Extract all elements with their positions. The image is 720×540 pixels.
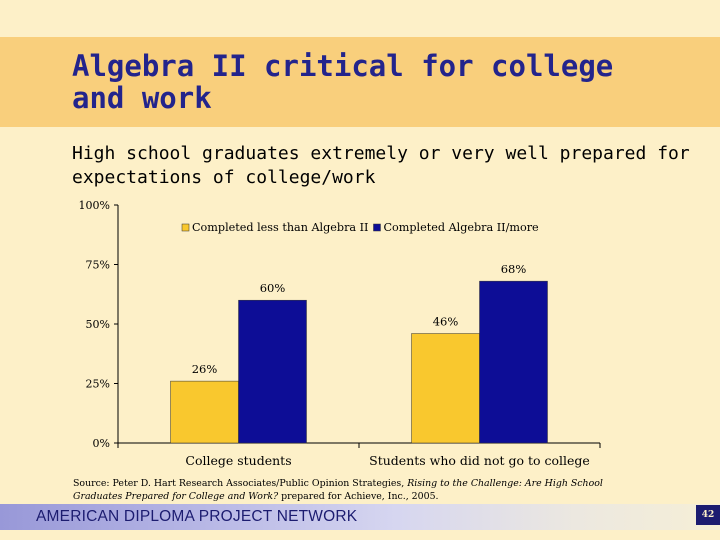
bar-chart: 0% 25% 50% 75% 100% College students Students… (79, 199, 601, 468)
slide-title: Algebra II critical for college and work (72, 49, 614, 115)
x-axis: College students Students who did not go … (117, 442, 601, 468)
legend-label: Completed less than Algebra II (192, 221, 368, 234)
legend-label: Completed Algebra II/more (383, 221, 539, 234)
y-tick-label: 25% (86, 378, 110, 391)
top-band (0, 0, 720, 37)
x-tick-label: College students (185, 453, 291, 468)
bar (479, 280, 548, 444)
bars: 26% 46% 60% 68% (170, 262, 548, 444)
source-prefix: Source: Peter D. Hart Research Associate… (73, 478, 408, 489)
data-label: 46% (433, 315, 459, 329)
bar (411, 333, 480, 444)
y-axis: 0% 25% 50% 75% 100% (79, 199, 119, 450)
y-tick-label: 0% (93, 437, 110, 450)
legend-swatch (181, 223, 190, 232)
bar (238, 299, 307, 444)
source-title: Rising to the Challenge: Are High School… (73, 478, 603, 502)
legend-swatch (373, 223, 381, 232)
slide-subtitle: High school graduates extremely or very … (72, 143, 690, 188)
page-number: 42 (696, 505, 720, 525)
chart-legend: Completed less than Algebra II Completed … (181, 221, 539, 234)
title-band (0, 37, 720, 127)
y-tick-label: 75% (86, 259, 110, 272)
bar (170, 380, 239, 444)
source-note: Source: Peter D. Hart Research Associate… (73, 477, 633, 503)
footer-network-name: AMERICAN DIPLOMA PROJECT NETWORK (36, 508, 358, 525)
x-tick-label: Students who did not go to college (369, 453, 590, 468)
y-tick-label: 100% (79, 199, 110, 212)
data-label: 60% (260, 281, 286, 295)
source-suffix: prepared for Achieve, Inc., 2005. (278, 491, 439, 502)
y-tick-label: 50% (86, 318, 110, 331)
footer-bar (0, 504, 720, 530)
data-label: 26% (192, 362, 218, 376)
data-label: 68% (501, 262, 527, 276)
